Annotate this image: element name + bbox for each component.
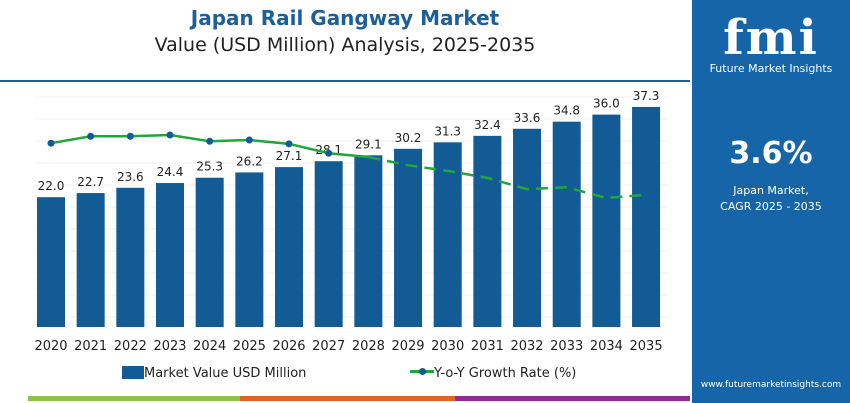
- footer-strip-orange: [240, 396, 455, 401]
- legend-line-swatch: [410, 368, 434, 375]
- x-tick-2022: 2022: [114, 339, 147, 354]
- x-tick-2024: 2024: [193, 339, 226, 354]
- x-tick-2027: 2027: [312, 339, 345, 354]
- bar-label-2025: 26.2: [236, 154, 263, 168]
- bar-2033: [552, 121, 581, 328]
- x-tick-2026: 2026: [272, 339, 305, 354]
- bar-label-2031: 32.4: [474, 118, 501, 132]
- x-tick-2029: 2029: [391, 339, 424, 354]
- growth-point-2027: [325, 149, 333, 157]
- growth-point-2020: [47, 139, 55, 147]
- bar-2024: [195, 177, 224, 327]
- x-tick-2025: 2025: [233, 339, 266, 354]
- growth-point-2023: [166, 131, 174, 139]
- bar-label-2026: 27.1: [276, 149, 303, 163]
- bar-2020: [37, 197, 65, 327]
- bar-2026: [275, 167, 304, 327]
- bar-2027: [314, 161, 343, 327]
- bar-label-2028: 29.1: [355, 137, 382, 151]
- bar-2030: [433, 142, 462, 327]
- x-tick-2023: 2023: [153, 339, 186, 354]
- footer-strip-green: [28, 396, 240, 401]
- footer-strip-purple: [455, 396, 690, 401]
- x-tick-2035: 2035: [630, 339, 663, 354]
- x-tick-2030: 2030: [431, 339, 464, 354]
- chart-title: Japan Rail Gangway Market: [190, 6, 500, 30]
- bar-label-2029: 30.2: [395, 131, 422, 145]
- bar-label-2021: 22.7: [77, 175, 104, 189]
- bar-2034: [592, 114, 621, 327]
- bar-label-2032: 33.6: [514, 111, 541, 125]
- bar-2025: [235, 172, 264, 327]
- bar-2029: [394, 148, 423, 327]
- logo-mark: fmi: [723, 10, 819, 66]
- bar-label-2034: 36.0: [593, 97, 620, 111]
- x-tick-2034: 2034: [590, 339, 623, 354]
- bar-label-2024: 25.3: [196, 160, 223, 174]
- bar-2021: [76, 193, 105, 327]
- x-tick-2033: 2033: [550, 339, 583, 354]
- growth-point-2022: [126, 132, 134, 140]
- fmi-logo: fmi Future Market Insights: [692, 10, 850, 75]
- bar-2035: [632, 106, 661, 328]
- cagr-label-period: CAGR 2025 - 2035: [720, 200, 822, 213]
- legend-line-label: Y-o-Y Growth Rate (%): [434, 366, 577, 381]
- legend-bar: Market Value USD Million: [122, 366, 306, 381]
- x-tick-2032: 2032: [510, 339, 543, 354]
- bar-2022: [116, 187, 145, 327]
- growth-point-2021: [87, 132, 95, 140]
- logo-tagline: Future Market Insights: [709, 62, 833, 75]
- x-tick-2021: 2021: [74, 339, 107, 354]
- bar-label-2030: 31.3: [434, 124, 461, 138]
- bar-label-2033: 34.8: [553, 104, 580, 118]
- brand-panel: fmi Future Market Insights 3.6% Japan Ma…: [692, 0, 850, 403]
- title-divider: [0, 80, 690, 82]
- cagr-label: Japan Market, CAGR 2025 - 2035: [692, 183, 850, 215]
- cagr-value: 3.6%: [729, 136, 813, 171]
- chart-subtitle: Value (USD Million) Analysis, 2025-2035: [154, 34, 536, 56]
- legend-bar-swatch: [122, 366, 144, 379]
- bar-2023: [156, 183, 185, 327]
- bar-label-2035: 37.3: [633, 89, 660, 103]
- chart-plot: 22.0 2020 22.7 2021 23.6 2022 24.4 2023 25.3 2024…: [34, 89, 668, 354]
- bar-label-2020: 22.0: [38, 179, 65, 193]
- website-url[interactable]: www.futuremarketinsights.com: [700, 380, 842, 390]
- x-tick-2031: 2031: [471, 339, 504, 354]
- growth-point-2024: [206, 137, 214, 145]
- bar-2028: [354, 155, 383, 327]
- growth-point-2026: [285, 140, 293, 148]
- bar-2032: [513, 128, 542, 327]
- bar-label-2023: 24.4: [157, 165, 184, 179]
- bar-2031: [473, 135, 502, 327]
- x-tick-2028: 2028: [352, 339, 385, 354]
- legend-line: Y-o-Y Growth Rate (%): [410, 366, 576, 381]
- x-tick-2020: 2020: [34, 339, 67, 354]
- legend-bar-label: Market Value USD Million: [144, 366, 307, 381]
- growth-line-dashed: [368, 155, 647, 200]
- cagr-label-market: Japan Market,: [733, 184, 809, 197]
- bar-label-2022: 23.6: [117, 170, 144, 184]
- growth-point-2025: [245, 136, 253, 144]
